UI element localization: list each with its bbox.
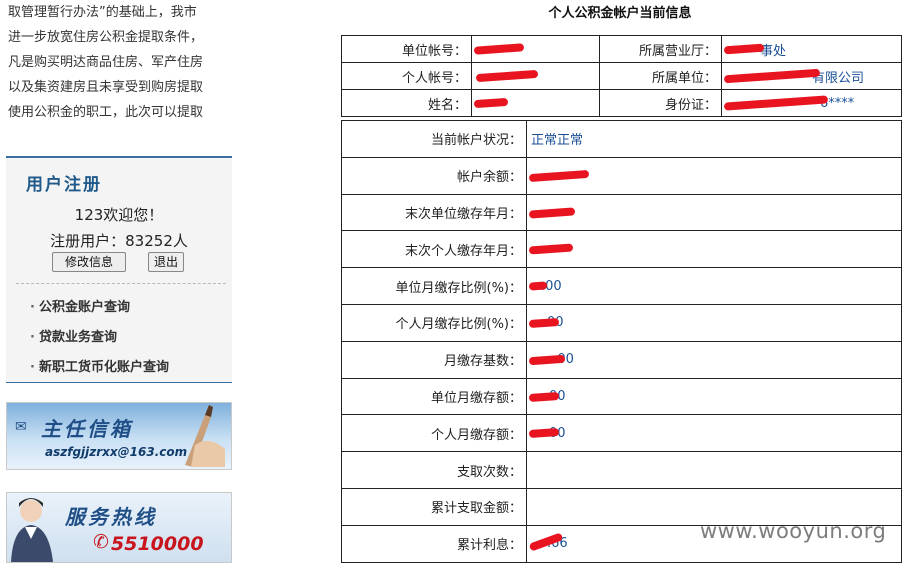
table-row: 末次个人缴存年月： [341, 230, 902, 269]
redaction-mark [475, 69, 539, 83]
unit-label: 所属单位： [599, 62, 722, 90]
service-hotline-banner[interactable]: 服务热线 ✆ 5510000 [6, 492, 232, 563]
intro-line: 以及集资建房且未享受到购房提取 [8, 80, 204, 95]
table-row: 支取次数： [341, 451, 902, 489]
table-row: 姓名： 身份证： 6**** [341, 89, 902, 117]
bullet-icon: · [30, 360, 35, 375]
user-register-panel: 用户注册 123欢迎您！ 注册用户：83252人 修改信息 退出 · 公积金账户查… [6, 156, 232, 383]
register-title: 用户注册 [26, 175, 102, 195]
intro-line: 凡是购买明达商品住房、军产住房 [8, 55, 204, 70]
unit-value: 有限公司 [721, 62, 902, 90]
menu-item-new-employee-query[interactable]: · 新职工货币化账户查询 [30, 356, 169, 375]
row-value [526, 156, 902, 195]
row-value: .00 [526, 267, 902, 305]
business-hall-label: 所属营业厅： [599, 35, 722, 63]
row-value [526, 487, 902, 526]
table-row: 个人帐号： 所属单位： 有限公司 [341, 62, 902, 90]
table-row: 个人月缴存额： 00 [341, 414, 902, 453]
hotline-number: 5510000 [111, 533, 204, 555]
bullet-icon: · [30, 300, 35, 315]
row-label: 支取次数： [341, 451, 527, 489]
page-title: 个人公积金帐户当前信息 [548, 6, 692, 21]
logout-button[interactable]: 退出 [148, 252, 184, 272]
table-row: 个人月缴存比例(%)： 00 [341, 303, 902, 342]
menu-item-loan-query[interactable]: · 贷款业务查询 [30, 326, 117, 345]
row-value: .66 [526, 524, 902, 563]
envelope-icon: ✉ [15, 419, 27, 435]
row-label: 个人月缴存额： [341, 414, 527, 453]
row-label: 累计利息： [341, 524, 527, 563]
row-value [526, 451, 902, 489]
intro-line: 使用公积金的职工，此次可以提取 [8, 105, 204, 120]
personal-account-label: 个人帐号： [341, 62, 472, 90]
account-header-table: 单位帐号： 所属营业厅： 事处 个人帐号： 所属单位： 有限公司 姓名： 身份证… [341, 35, 902, 117]
intro-line: 取管理暂行办法”的基础上，我市 [8, 5, 197, 20]
row-label: 帐户余额： [341, 156, 527, 195]
menu-item-label: 贷款业务查询 [38, 330, 117, 345]
intro-text: 取管理暂行办法”的基础上，我市 进一步放宽住房公积金提取条件， 凡是购买明达商品… [8, 0, 230, 125]
operator-person-icon [11, 498, 53, 562]
row-label: 累计支取金额： [341, 487, 527, 526]
row-label: 个人月缴存比例(%)： [341, 303, 527, 342]
divider [16, 283, 226, 284]
row-value [526, 230, 902, 269]
user-count: 注册用户：83252人 [50, 232, 188, 250]
personal-account-value [471, 62, 600, 90]
table-row: 当前帐户状况： 正常正常 [341, 120, 902, 158]
row-label: 末次个人缴存年月： [341, 230, 527, 269]
redaction-mark [528, 169, 590, 182]
menu-item-label: 公积金账户查询 [38, 300, 130, 315]
edit-info-button[interactable]: 修改信息 [52, 252, 126, 272]
redaction-mark [473, 97, 509, 109]
menu-item-account-query[interactable]: · 公积金账户查询 [30, 296, 130, 315]
phone-icon: ✆ [93, 531, 109, 553]
row-label: 当前帐户状况： [341, 120, 527, 158]
hotline-title: 服务热线 [65, 505, 157, 529]
name-label: 姓名： [341, 89, 472, 117]
row-value: :00 [526, 340, 902, 379]
redaction-mark [528, 391, 560, 402]
row-value: 正常正常 [526, 120, 902, 158]
redaction-mark [528, 206, 576, 219]
redaction-mark [473, 43, 525, 55]
row-label: 单位月缴存比例(%)： [341, 267, 527, 305]
row-value [526, 193, 902, 232]
welcome-text: 123欢迎您！ [74, 206, 164, 224]
table-row: 单位月缴存额： 00 [341, 377, 902, 416]
id-card-label: 身份证： [599, 89, 722, 117]
unit-account-label: 单位帐号： [341, 35, 472, 63]
intro-line: 进一步放宽住房公积金提取条件， [8, 30, 204, 45]
table-row: 帐户余额： [341, 156, 902, 195]
table-row: 月缴存基数： :00 [341, 340, 902, 379]
director-mailbox-banner[interactable]: ✉ 主任信箱 aszfgjjzrxx@163.com [6, 402, 232, 470]
row-value: 00 [526, 303, 902, 342]
business-hall-value: 事处 [721, 35, 902, 63]
name-value [471, 89, 600, 117]
watermark: www.wooyun.org [700, 519, 887, 543]
mailbox-email: aszfgjjzrxx@163.com [45, 445, 188, 459]
row-value: 00 [526, 377, 902, 416]
unit-account-value [471, 35, 600, 63]
left-sidebar: 取管理暂行办法”的基础上，我市 进一步放宽住房公积金提取条件， 凡是购买明达商品… [0, 0, 238, 563]
row-label: 末次单位缴存年月： [341, 193, 527, 232]
mailbox-title: 主任信箱 [41, 417, 133, 441]
menu-item-label: 新职工货币化账户查询 [38, 360, 169, 375]
bullet-icon: · [30, 330, 35, 345]
row-label: 月缴存基数： [341, 340, 527, 379]
table-row: 单位月缴存比例(%)： .00 [341, 267, 902, 305]
row-label: 单位月缴存额： [341, 377, 527, 416]
account-info-table: 当前帐户状况： 正常正常 帐户余额： 末次单位缴存年月： 末次个人缴存年月： 单… [341, 120, 902, 563]
table-row: 单位帐号： 所属营业厅： 事处 [341, 35, 902, 63]
table-row: 累计支取金额： [341, 487, 902, 526]
table-row: 末次单位缴存年月： [341, 193, 902, 232]
row-value: 00 [526, 414, 902, 453]
redaction-mark [528, 243, 574, 255]
pen-hand-icon [185, 405, 225, 467]
id-card-value: 6**** [721, 89, 902, 117]
